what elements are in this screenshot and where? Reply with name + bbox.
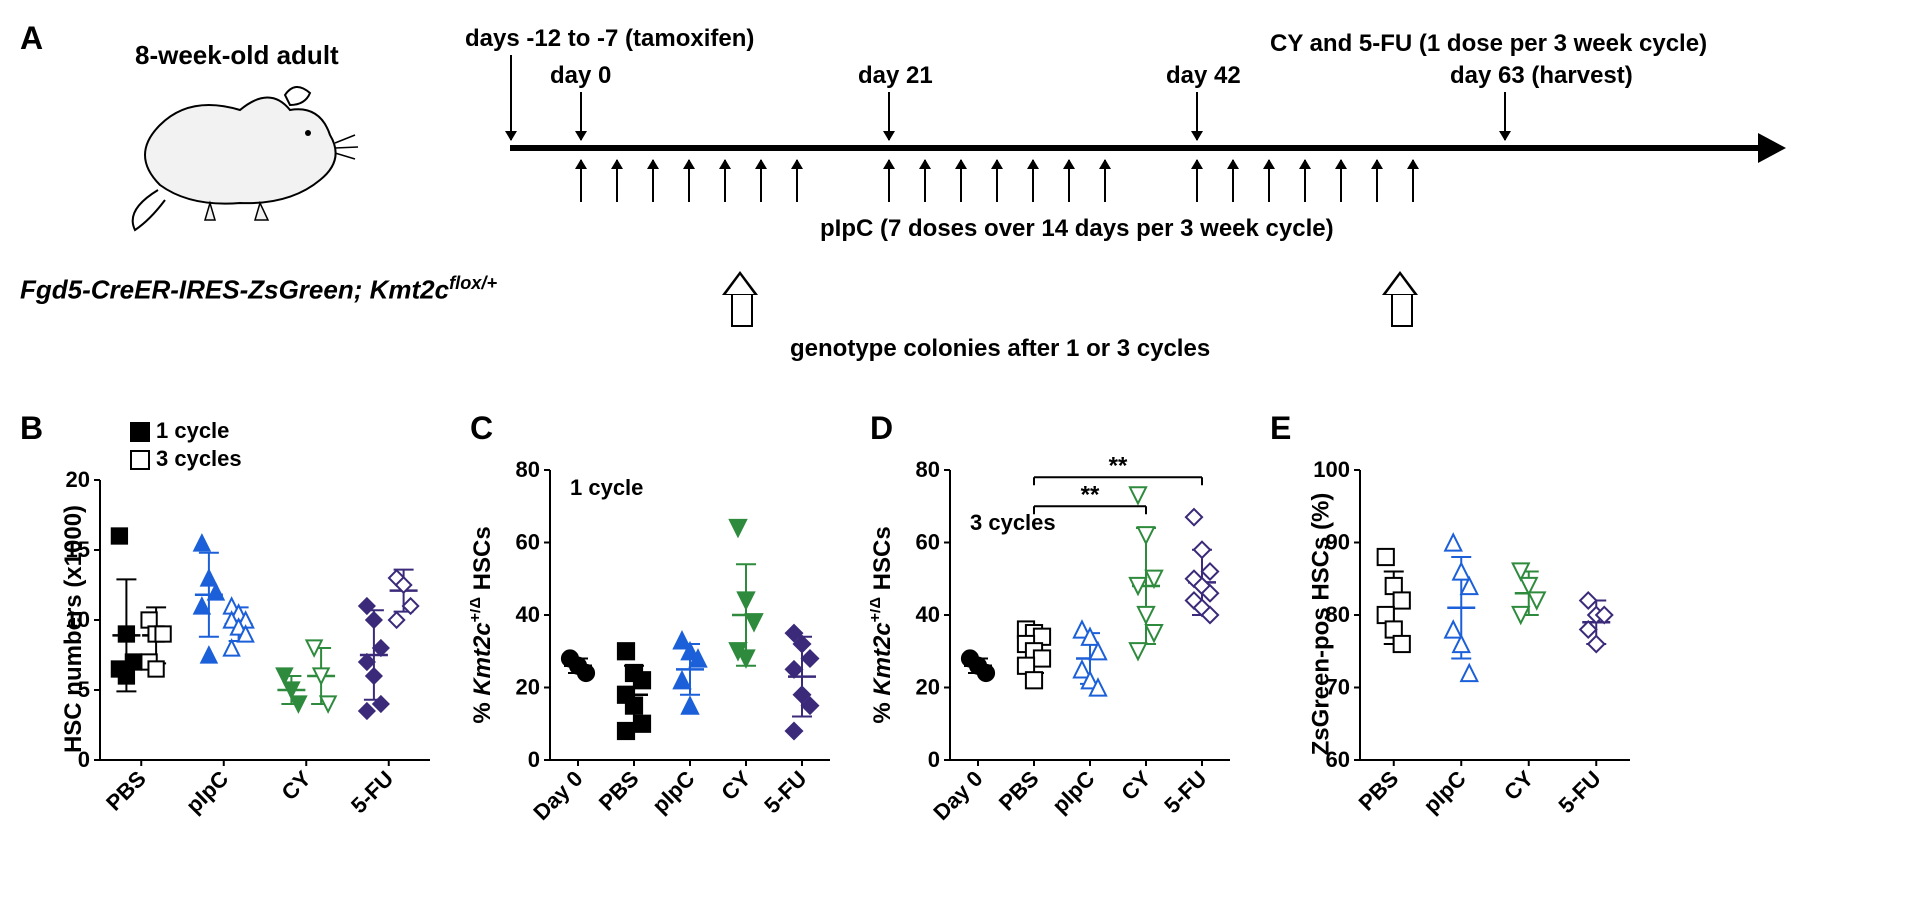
day-label: day 21 [858,62,933,90]
pipc-arrow [580,160,582,202]
svg-text:5-FU: 5-FU [759,766,811,818]
svg-text:PBS: PBS [594,766,644,816]
svg-text:% Kmt2c+/Δ HSCs: % Kmt2c+/Δ HSCs [470,526,496,723]
cy5fu-label: CY and 5-FU (1 dose per 3 week cycle) [1270,30,1707,58]
pipc-arrow [1268,160,1270,202]
svg-text:pIpC: pIpC [647,766,699,818]
panel-c: C % Kmt2c+/Δ HSCs 1 cycle 0 20 40 60 80 Day 0… [470,410,840,870]
panel-d-label: D [870,410,893,447]
svg-text:0: 0 [528,747,540,772]
genotype-sup: flox/+ [449,273,497,293]
svg-text:CY: CY [716,766,756,806]
day-label: day 0 [550,62,611,90]
pipc-arrow [796,160,798,202]
svg-text:CY: CY [1499,766,1539,806]
panel-d-chart: 0 20 40 60 80 Day 0PBSpIpC CY5-FU ** ** [870,410,1240,870]
svg-text:5-FU: 5-FU [1554,766,1606,818]
svg-text:**: ** [1109,452,1128,479]
tamoxifen-arrow [510,55,512,140]
pipc-arrow [888,160,890,202]
day-arrow [580,92,582,140]
timeline-arrowhead-icon [1758,133,1786,163]
svg-text:0: 0 [928,747,940,772]
svg-text:5-FU: 5-FU [346,766,398,818]
svg-text:60: 60 [916,530,940,555]
legend-3cycles: 3 cycles [130,446,242,472]
panel-b: B 1 cycle 3 cycles HSC numbers (x1000) 0… [20,410,440,870]
svg-text:60: 60 [516,530,540,555]
svg-text:80: 80 [916,457,940,482]
pipc-arrow [960,160,962,202]
timeline-bar [510,145,1760,151]
panel-d-title: 3 cycles [970,510,1056,536]
pipc-arrow [1232,160,1234,202]
pipc-arrow [760,160,762,202]
day-arrow [1196,92,1198,140]
svg-text:20: 20 [516,675,540,700]
panel-d-ylabel: % Kmt2c+/Δ HSCs [870,475,910,775]
svg-text:Day 0: Day 0 [528,766,587,825]
svg-text:**: ** [1081,481,1100,508]
pipc-arrow [996,160,998,202]
svg-text:pIpC: pIpC [1047,766,1099,818]
mouse-icon [120,75,360,235]
tamoxifen-label: days -12 to -7 (tamoxifen) [465,25,754,53]
legend-1cycle: 1 cycle [130,418,229,444]
day-arrow [888,92,890,140]
svg-text:CY: CY [276,766,316,806]
svg-text:Day 0: Day 0 [928,766,987,825]
panel-e-label: E [1270,410,1291,447]
pipc-arrow [1304,160,1306,202]
panel-e: E ZsGreen-pos HSCs (%) 60708090100PBSpIp… [1270,410,1640,870]
genotype-text: Fgd5-CreER-IRES-ZsGreen; Kmt2cflox/+ [20,273,497,306]
svg-text:PBS: PBS [994,766,1044,816]
svg-text:% Kmt2c+/Δ HSCs: % Kmt2c+/Δ HSCs [870,526,896,723]
pipc-arrow [1412,160,1414,202]
panel-c-chart: 0 20 40 60 80 Day 0PBSpIpC CY5-FU [470,410,840,870]
panel-e-ylabel: ZsGreen-pos HSCs (%) [1307,493,1335,756]
pipc-arrow [1340,160,1342,202]
panel-d: D % Kmt2c+/Δ HSCs 3 cycles 0 20 40 60 80 Day … [870,410,1240,870]
svg-text:pIpC: pIpC [1419,766,1471,818]
svg-text:20: 20 [66,467,90,492]
figure-root: A 8-week-old adult Fgd5-CreER-IRES-ZsGre… [20,20,1900,870]
genotype-colonies-label: genotype colonies after 1 or 3 cycles [790,335,1210,363]
panel-a-label: A [20,20,43,57]
svg-text:100: 100 [1313,457,1350,482]
svg-text:40: 40 [516,602,540,627]
day-arrow [1504,92,1506,140]
svg-text:80: 80 [516,457,540,482]
svg-text:PBS: PBS [1354,766,1404,816]
pipc-arrow [1032,160,1034,202]
svg-text:5-FU: 5-FU [1159,766,1211,818]
panel-b-label: B [20,410,43,447]
pipc-arrow [652,160,654,202]
panel-c-ylabel: % Kmt2c+/Δ HSCs [470,475,510,775]
panel-b-ylabel: HSC numbers (x1000) [60,505,88,753]
pipc-arrow [1376,160,1378,202]
svg-text:20: 20 [916,675,940,700]
mouse-caption: 8-week-old adult [135,40,339,71]
pipc-label: pIpC (7 doses over 14 days per 3 week cy… [820,215,1334,243]
pipc-arrow [1196,160,1198,202]
panel-c-title: 1 cycle [570,475,643,501]
pipc-arrow [616,160,618,202]
pipc-arrow [1068,160,1070,202]
svg-text:pIpC: pIpC [181,766,233,818]
svg-text:40: 40 [916,602,940,627]
bottom-row: B 1 cycle 3 cycles HSC numbers (x1000) 0… [20,410,1900,870]
pipc-arrow [688,160,690,202]
pipc-arrow [1104,160,1106,202]
panel-c-label: C [470,410,493,447]
genotype-pre: Fgd5-CreER-IRES-ZsGreen; Kmt2c [20,275,449,305]
day-label: day 42 [1166,62,1241,90]
legend-3cycles-text: 3 cycles [156,446,242,471]
legend-1cycle-text: 1 cycle [156,418,229,443]
harvest-label: day 63 (harvest) [1450,62,1633,90]
svg-text:CY: CY [1116,766,1156,806]
pipc-arrow [924,160,926,202]
svg-text:PBS: PBS [101,766,151,816]
pipc-arrow [724,160,726,202]
panel-a: A 8-week-old adult Fgd5-CreER-IRES-ZsGre… [20,20,1900,400]
